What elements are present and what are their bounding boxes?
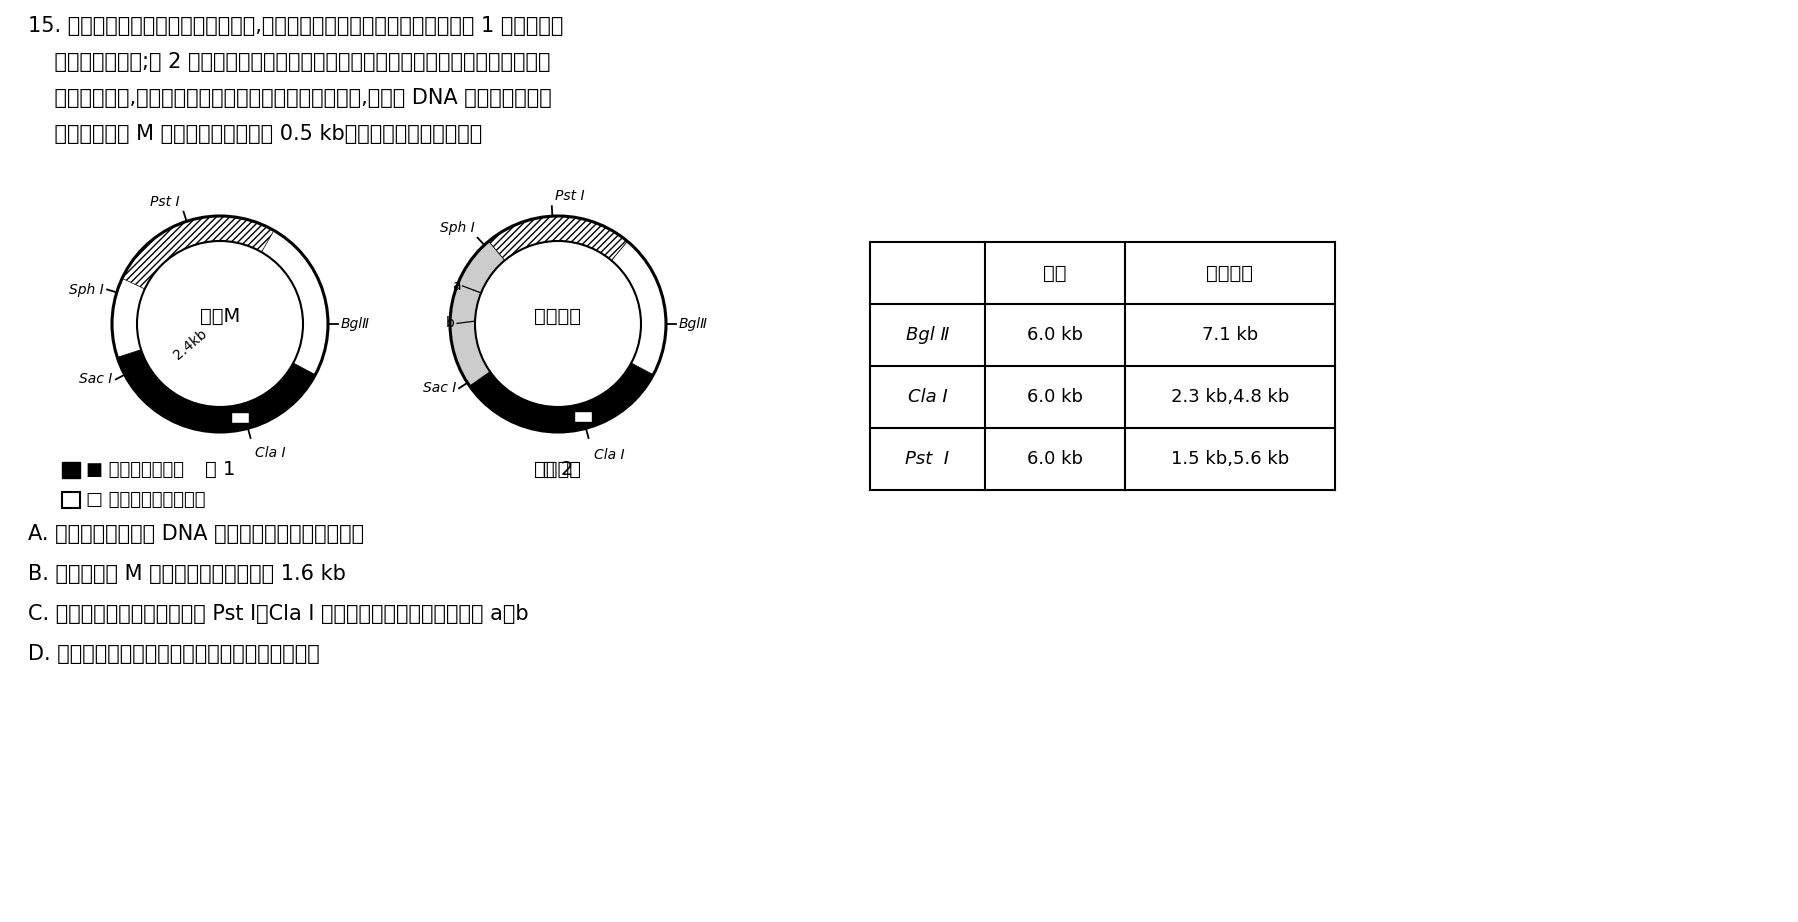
Bar: [574, 410, 592, 421]
Polygon shape: [450, 242, 505, 386]
Polygon shape: [219, 216, 327, 374]
Text: Sac I: Sac I: [79, 372, 113, 386]
Text: BglⅡ: BglⅡ: [342, 317, 370, 331]
Polygon shape: [122, 216, 273, 289]
Text: Sac I: Sac I: [423, 382, 455, 396]
Text: Pst I: Pst I: [554, 189, 584, 203]
Polygon shape: [450, 216, 665, 432]
Text: 7.1 kb: 7.1 kb: [1201, 326, 1257, 344]
Text: Cla I: Cla I: [593, 448, 624, 462]
Text: 图 2: 图 2: [543, 460, 574, 479]
Text: Cla I: Cla I: [254, 446, 286, 460]
Bar: [230, 412, 248, 423]
Polygon shape: [117, 349, 315, 432]
Text: Bgl Ⅱ: Bgl Ⅱ: [906, 326, 949, 344]
Text: Sph I: Sph I: [439, 220, 475, 235]
Text: 6.0 kb: 6.0 kb: [1027, 326, 1082, 344]
Text: BglⅡ: BglⅡ: [678, 317, 708, 331]
Text: D. 将重组质粒导人大肠杆菌细胞常采用显微注射法: D. 将重组质粒导人大肠杆菌细胞常采用显微注射法: [29, 644, 320, 664]
Text: Cla Ⅰ: Cla Ⅰ: [908, 388, 948, 406]
Bar: [61, 492, 79, 508]
Text: ■ 四环素抗性基因: ■ 四环素抗性基因: [86, 461, 183, 479]
Polygon shape: [489, 216, 628, 260]
Text: 质粒: 质粒: [1043, 264, 1066, 282]
Text: B. 图中与质粒 M 结合的目的基因长度为 1.6 kb: B. 图中与质粒 M 结合的目的基因长度为 1.6 kb: [29, 564, 345, 584]
Text: Pst I: Pst I: [149, 195, 180, 208]
Text: Sph I: Sph I: [70, 282, 104, 297]
Polygon shape: [611, 242, 665, 374]
Text: 6.0 kb: 6.0 kb: [1027, 450, 1082, 468]
Text: 15. 利用转基因的工程菌生产药用蛋白,近些年在我国制药行业中异军突起。图 1 是基因工程: 15. 利用转基因的工程菌生产药用蛋白,近些年在我国制药行业中异军突起。图 1 …: [29, 16, 563, 36]
Text: 种限制酶序列,将质粒和重组质粒用相应的限制酶酶切后,得到的 DNA 片段长度如表所: 种限制酶序列,将质粒和重组质粒用相应的限制酶酶切后,得到的 DNA 片段长度如表…: [29, 88, 552, 108]
Text: 质粒M: 质粒M: [200, 306, 239, 325]
Text: 目的基因: 目的基因: [534, 306, 581, 325]
Text: □ 氨苄青霉素抗性基因: □ 氨苄青霉素抗性基因: [86, 491, 205, 509]
Text: 图 1: 图 1: [205, 460, 236, 479]
Text: 2.4kb: 2.4kb: [171, 326, 209, 361]
Text: 2.3 kb,4.8 kb: 2.3 kb,4.8 kb: [1170, 388, 1289, 406]
Text: 示。已知质粒 M 被切除的片段长度为 0.5 kb。下列相关叙述正确的是: 示。已知质粒 M 被切除的片段长度为 0.5 kb。下列相关叙述正确的是: [29, 124, 482, 144]
Text: 6.0 kb: 6.0 kb: [1027, 388, 1082, 406]
Text: a: a: [451, 278, 460, 293]
Bar: [61, 462, 79, 478]
Text: 常用的一种质粒;图 2 是利用该质粒构建的一种基因表达载体。各质粒上分别只有一处某: 常用的一种质粒;图 2 是利用该质粒构建的一种基因表达载体。各质粒上分别只有一处…: [29, 52, 550, 72]
Polygon shape: [469, 363, 653, 432]
Text: b: b: [446, 316, 455, 330]
Text: 重组质粒: 重组质粒: [534, 460, 581, 479]
Text: Pst  Ⅰ: Pst Ⅰ: [904, 450, 949, 468]
Text: C. 由表格数据可知目的基因上 Pst Ⅰ、Cla Ⅰ 两种限制酶的切割位点分别为 a、b: C. 由表格数据可知目的基因上 Pst Ⅰ、Cla Ⅰ 两种限制酶的切割位点分别…: [29, 604, 529, 624]
Polygon shape: [111, 216, 327, 432]
Text: 1.5 kb,5.6 kb: 1.5 kb,5.6 kb: [1170, 450, 1289, 468]
Text: 重组质粒: 重组质粒: [1206, 264, 1253, 282]
Text: A. 构建重组质粒需用 DNA 聚合酶催化形成磷酸二酯键: A. 构建重组质粒需用 DNA 聚合酶催化形成磷酸二酯键: [29, 524, 363, 544]
